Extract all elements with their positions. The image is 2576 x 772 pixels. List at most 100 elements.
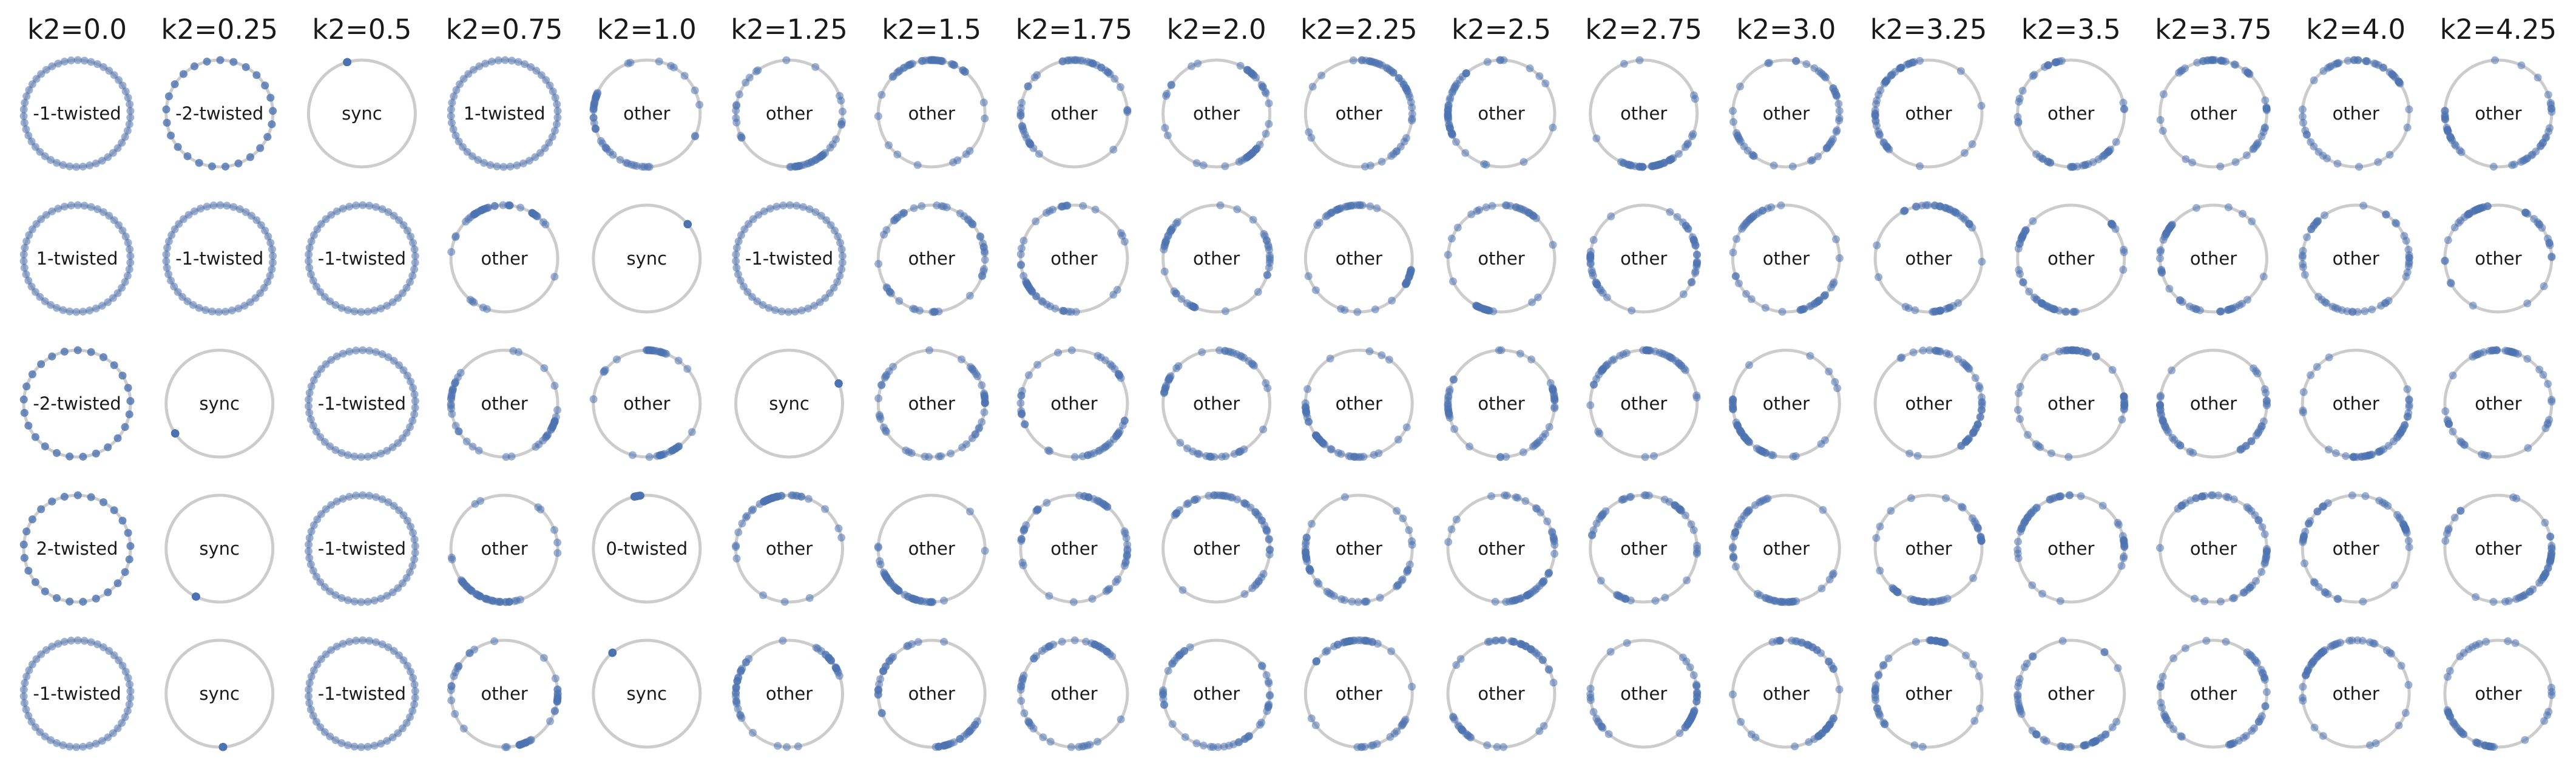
oscillator-point [1681, 143, 1689, 151]
oscillator-point [1192, 495, 1201, 503]
ring-panel: -1-twisted [305, 346, 419, 461]
oscillator-points [305, 346, 419, 461]
oscillator-point [1387, 647, 1396, 655]
ring-panel: other [1586, 203, 1702, 315]
oscillator-point [2226, 740, 2234, 748]
oscillator-point [123, 126, 132, 135]
ring-panel: other [2156, 637, 2271, 749]
ring-panel: other [1161, 491, 1274, 604]
oscillator-point [2262, 106, 2271, 115]
oscillator-point [2047, 449, 2055, 458]
oscillator-point [19, 112, 28, 120]
state-label: other [1050, 103, 1097, 124]
state-label: other [1620, 683, 1667, 704]
oscillator-point [118, 516, 127, 525]
oscillator-point [383, 592, 391, 600]
ring-panel: -1-twisted [305, 636, 419, 751]
oscillator-point [411, 404, 419, 412]
oscillator-point [2334, 59, 2343, 67]
oscillator-point [2299, 118, 2308, 127]
oscillator-point [1539, 656, 1547, 665]
oscillator-point [1330, 592, 1339, 600]
oscillator-point [2112, 717, 2121, 726]
oscillator-point [2521, 208, 2530, 217]
oscillator-point [737, 666, 745, 675]
oscillator-point [1257, 516, 1266, 524]
oscillator-point [305, 395, 313, 404]
oscillator-point [1546, 379, 1555, 387]
oscillator-point [2307, 138, 2315, 146]
oscillator-point [505, 201, 513, 209]
oscillator-point [48, 497, 56, 506]
oscillator-point [1733, 131, 1742, 140]
oscillator-point [2169, 725, 2178, 733]
oscillator-point [1825, 575, 1834, 584]
oscillator-point [1777, 201, 1785, 209]
oscillator-point [2042, 737, 2050, 745]
oscillator-point [1871, 691, 1879, 699]
oscillator-point [2314, 293, 2323, 301]
oscillator-point [484, 203, 493, 212]
oscillator-point [408, 674, 417, 682]
oscillator-point [1076, 56, 1084, 65]
oscillator-point [930, 308, 938, 316]
oscillator-point [1882, 76, 1891, 85]
ring-panel: other [1587, 491, 1702, 605]
oscillator-point [399, 511, 408, 520]
oscillator-point [1450, 425, 1459, 433]
oscillator-point [1682, 222, 1690, 230]
oscillator-point [1516, 350, 1524, 358]
state-label: other [1620, 103, 1667, 124]
oscillator-point [904, 592, 913, 601]
oscillator-point [312, 717, 320, 726]
ring-panel: other [874, 56, 989, 169]
oscillator-points [608, 648, 617, 657]
oscillator-point [2404, 262, 2413, 271]
oscillator-point [80, 56, 89, 65]
oscillator-point [513, 161, 521, 170]
column-title: k2=2.0 [1167, 13, 1266, 46]
oscillator-point [2313, 507, 2322, 516]
oscillator-point [19, 540, 28, 549]
oscillator-point [1457, 725, 1465, 734]
oscillator-point [1482, 203, 1490, 212]
oscillator-point [28, 515, 36, 524]
oscillator-point [1747, 295, 1756, 303]
oscillator-point [1481, 305, 1489, 314]
state-label: other [1620, 248, 1667, 269]
oscillator-point [1054, 348, 1062, 357]
oscillator-point [532, 442, 540, 451]
oscillator-point [126, 245, 134, 254]
oscillator-point [832, 665, 840, 673]
oscillator-points [171, 429, 180, 438]
oscillator-point [2546, 124, 2554, 132]
oscillator-point [549, 87, 557, 96]
oscillator-point [24, 276, 33, 285]
oscillator-point [1493, 743, 1501, 751]
oscillator-point [805, 205, 814, 214]
oscillator-point [179, 70, 188, 78]
oscillator-point [309, 376, 318, 384]
oscillator-points [305, 636, 419, 751]
oscillator-point [1218, 453, 1226, 461]
oscillator-point [377, 449, 385, 458]
ring-panel: other [732, 56, 847, 171]
oscillator-point [1499, 743, 1508, 751]
oscillator-point [1954, 355, 1962, 364]
oscillator-point [1399, 514, 1407, 523]
ring-panel: -1-twisted [19, 56, 135, 171]
oscillator-point [25, 666, 33, 674]
oscillator-point [1918, 742, 1927, 751]
oscillator-point [2120, 104, 2128, 113]
oscillator-point [2067, 163, 2076, 171]
oscillator-point [370, 597, 379, 605]
oscillator-point [1189, 302, 1197, 311]
oscillator-point [1449, 713, 1458, 721]
oscillator-point [979, 239, 987, 248]
state-label: other [2190, 683, 2237, 704]
oscillator-point [2547, 104, 2556, 113]
oscillator-points [1304, 201, 1415, 316]
oscillator-point [305, 250, 313, 259]
oscillator-point [411, 687, 419, 696]
oscillator-point [981, 395, 989, 404]
